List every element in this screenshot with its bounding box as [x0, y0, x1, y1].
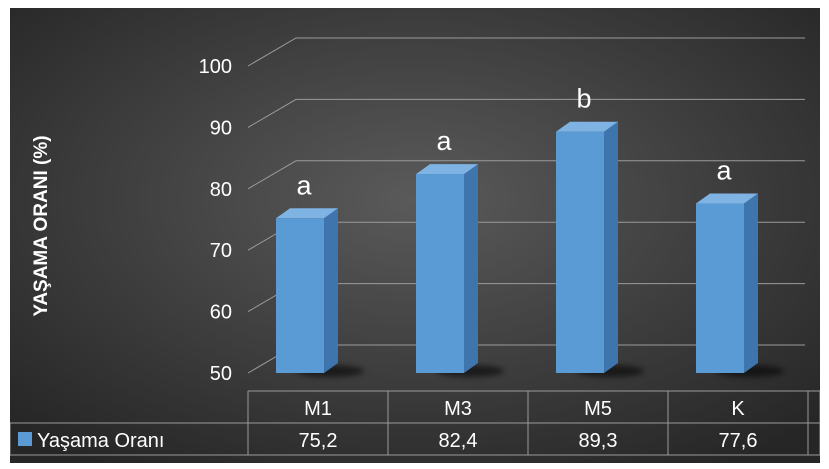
- chart-area: 50 60 70 80 90 100 a a b a M1 75,2 M3 82,4 M5 89,3 K 77…: [10, 8, 820, 463]
- bar-side-face: [604, 121, 618, 373]
- bar-K: [696, 193, 784, 377]
- legend-label: Yaşama Oranı: [37, 430, 164, 452]
- bar-M5: [556, 121, 644, 377]
- bar-top-face: [556, 121, 618, 132]
- significance-letter: b: [576, 84, 591, 114]
- bar-top-face: [276, 208, 338, 219]
- category-label: M5: [584, 398, 612, 420]
- data-table-value: 75,2: [299, 430, 338, 452]
- data-table: M1 75,2 M3 82,4 M5 89,3 K 77,6 Yaşama Oranı: [10, 390, 820, 456]
- y-tick-label: 90: [210, 117, 232, 139]
- bar-side-face: [324, 208, 338, 373]
- bar-M1: [276, 208, 364, 377]
- bar-side-face: [744, 193, 758, 373]
- category-label: M3: [444, 398, 472, 420]
- y-axis-title: YAŞAMA ORANI (%): [31, 135, 52, 316]
- bar-front-face: [556, 131, 604, 373]
- category-label: K: [731, 398, 745, 420]
- significance-letter: a: [716, 156, 732, 186]
- category-label: M1: [304, 398, 332, 420]
- data-table-value: 89,3: [579, 430, 618, 452]
- y-tick-label: 60: [210, 302, 232, 324]
- gridline: [247, 160, 805, 190]
- bar-front-face: [696, 203, 744, 373]
- bar-top-face: [416, 164, 478, 175]
- y-tick-label: 70: [210, 240, 232, 262]
- y-tick-labels: 50 60 70 80 90 100: [199, 56, 232, 385]
- bar-top-face: [696, 193, 758, 204]
- bars: [276, 121, 784, 377]
- y-tick-label: 80: [210, 179, 232, 201]
- legend-swatch: [18, 432, 32, 446]
- bar-M3: [416, 164, 504, 377]
- significance-letter: a: [436, 126, 452, 156]
- bar-front-face: [276, 218, 324, 373]
- bar-side-face: [464, 164, 478, 373]
- chart-svg: 50 60 70 80 90 100 a a b a M1 75,2 M3 82,4 M5 89,3 K 77…: [10, 8, 820, 463]
- y-tick-label: 50: [210, 363, 232, 385]
- gridline: [247, 98, 805, 128]
- data-table-value: 82,4: [439, 430, 478, 452]
- significance-letters: a a b a: [296, 84, 732, 201]
- bar-front-face: [416, 174, 464, 373]
- chart-background: [10, 8, 820, 463]
- significance-letter: a: [296, 170, 312, 200]
- y-tick-label: 100: [199, 56, 232, 78]
- data-table-value: 77,6: [719, 430, 758, 452]
- gridline: [247, 37, 805, 67]
